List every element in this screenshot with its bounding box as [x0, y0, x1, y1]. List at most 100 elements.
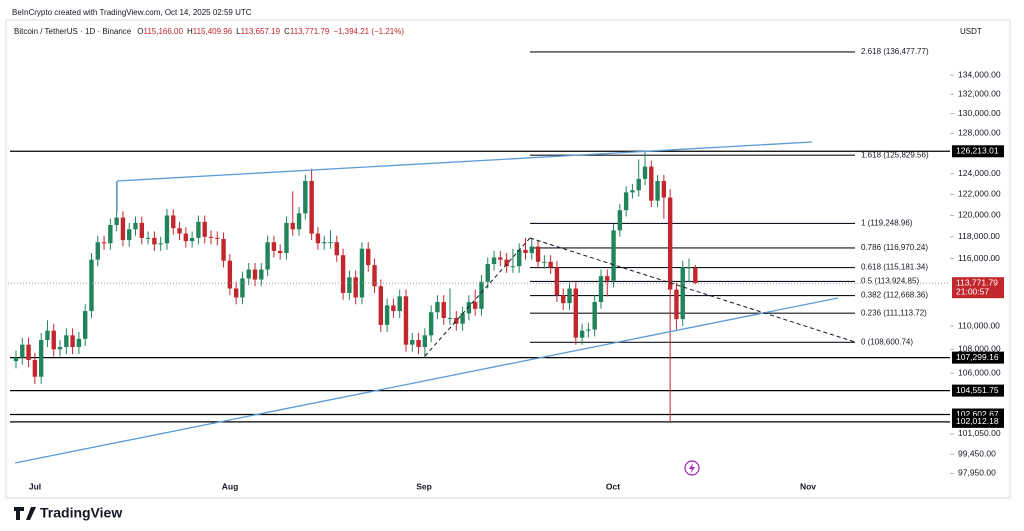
candle-body	[221, 238, 226, 261]
candle-body	[567, 288, 572, 304]
candle-body	[152, 237, 157, 245]
candle-body	[485, 264, 490, 282]
candle-body	[686, 267, 692, 269]
candle-body	[108, 225, 113, 244]
candle-body	[674, 289, 679, 320]
candle-body	[573, 288, 579, 338]
candle-body	[460, 313, 465, 324]
y-tick-label: 101,050.00	[958, 428, 1001, 438]
y-tick-label: 134,000.00	[958, 69, 1001, 79]
countdown: 21:00:57	[956, 286, 989, 296]
change: −1,394.21 (−1.21%)	[333, 27, 404, 36]
candle-body	[397, 296, 402, 312]
level-badge	[952, 384, 1004, 397]
candle-body	[13, 357, 19, 362]
candle-body	[158, 243, 163, 245]
candle-body	[561, 295, 566, 304]
fib-label: 0.618 (115,181.34)	[861, 263, 928, 272]
level-badge	[952, 351, 1004, 364]
candle-body	[366, 248, 371, 266]
y-tick-label: 99,450.00	[958, 448, 996, 458]
brand: TradingView	[40, 505, 122, 521]
fib-label: 0.382 (112,668.36)	[861, 291, 928, 300]
candle-body	[183, 233, 189, 242]
fib-label: 0.786 (116,970.24)	[861, 243, 928, 252]
candle-body	[145, 237, 151, 239]
y-tick-label: 122,000.00	[958, 189, 1001, 199]
candle-body	[435, 301, 440, 313]
frame	[5, 19, 1011, 499]
candle-body	[76, 338, 82, 348]
quote-key: C	[284, 27, 290, 36]
fib-label: 0.236 (111,113.72)	[861, 308, 927, 317]
candle-body	[177, 228, 182, 234]
candle-body	[45, 330, 50, 340]
candle-body	[296, 213, 302, 230]
candle-body	[252, 269, 258, 280]
candle-body	[101, 242, 107, 244]
dashed-line	[529, 237, 856, 343]
event-icon	[689, 463, 695, 474]
trendline	[14, 297, 839, 464]
candle-body	[133, 222, 138, 230]
x-tick-label: Oct	[606, 481, 620, 491]
candle-body	[617, 210, 623, 231]
candle-body	[410, 339, 415, 345]
candle-body	[284, 222, 289, 254]
candle-body	[403, 296, 409, 345]
candle-body	[598, 276, 604, 302]
candle-body	[127, 229, 132, 241]
y-tick-label: 128,000.00	[958, 128, 1001, 138]
y-tick-label: 110,000.00	[958, 320, 1000, 330]
candle-body	[120, 217, 126, 241]
candle-body	[466, 301, 472, 314]
y-tick-label: 132,000.00	[958, 89, 1001, 99]
logo: TradingView	[14, 505, 122, 521]
candle-body	[114, 217, 119, 226]
candle-body	[498, 257, 503, 260]
level-label: 104,551.75	[956, 385, 999, 395]
y-tick-label: 106,000.00	[958, 367, 1001, 377]
candle-body	[32, 359, 38, 377]
candle-body	[586, 329, 591, 331]
y-tick-label: 118,000.00	[958, 231, 1000, 241]
candle-body	[649, 166, 654, 201]
candle-body	[171, 215, 176, 229]
candle-body	[472, 301, 478, 309]
candle-body	[70, 335, 75, 348]
quote-key: L	[236, 27, 241, 36]
candle-body	[623, 192, 629, 211]
x-tick-label: Aug	[222, 481, 239, 491]
candle-body	[26, 344, 31, 360]
symbol: Bitcoin / TetherUS · 1D · Binance	[14, 27, 132, 36]
level-label: 126,213.01	[956, 146, 999, 156]
quote-key: H	[187, 27, 193, 36]
candle-body	[630, 190, 635, 193]
candle-body	[378, 286, 384, 325]
candle-body	[215, 237, 220, 239]
candle-body	[95, 242, 100, 260]
candle-body	[554, 267, 560, 296]
candle-body	[309, 180, 314, 234]
candle-body	[611, 230, 616, 281]
candle-body	[290, 222, 295, 230]
candle-body	[447, 317, 453, 319]
plot: 134,000.00 132,000.00 130,000.00 128,000.00…	[8, 47, 1004, 491]
candle-body	[82, 311, 88, 339]
fib-label: 2.618 (136,477.77)	[861, 47, 929, 56]
y-tick-label: 116,000.00	[958, 253, 1000, 263]
quote-value: 115,409.96	[193, 27, 233, 36]
fib-label: 0 (108,600.74)	[861, 337, 913, 346]
candle-body	[259, 269, 264, 280]
candle-body	[579, 330, 585, 338]
candle-body	[605, 276, 610, 281]
candle-body	[504, 259, 509, 267]
currency: USDT	[960, 27, 982, 36]
x-tick-label: Jul	[29, 481, 41, 491]
last-price-badge	[952, 277, 1004, 299]
candle-body	[20, 344, 25, 358]
y-tick-label: 130,000.00	[958, 108, 1001, 118]
event-icon	[684, 460, 700, 476]
y-tick-label: 108,000.00	[958, 344, 1001, 354]
candle-body	[642, 166, 648, 179]
